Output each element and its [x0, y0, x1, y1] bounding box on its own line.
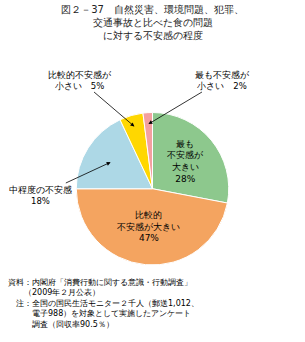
- svg-text:中程度の不安感18%: 中程度の不安感18%: [9, 185, 72, 206]
- svg-text:図２－37 自然災害、環境問題、犯罪、交通事故と比べた食の問: 図２－37 自然災害、環境問題、犯罪、交通事故と比べた食の問題に対する不安感の程…: [61, 4, 244, 41]
- svg-text:最も不安感が小さい 2%: 最も不安感が小さい 2%: [195, 70, 250, 91]
- svg-text:比較的不安感が大きい47%: 比較的不安感が大きい47%: [117, 210, 180, 243]
- svg-text:資料：内閣府「消費行動に関する意識・行動調査」 （2009: 資料：内閣府「消費行動に関する意識・行動調査」 （2009年２月公表） 注：全国…: [8, 278, 199, 329]
- svg-text:比較的不安感が小さい 5%: 比較的不安感が小さい 5%: [48, 70, 112, 91]
- svg-text:最も不安感が大きい28%: 最も不安感が大きい28%: [167, 139, 204, 184]
